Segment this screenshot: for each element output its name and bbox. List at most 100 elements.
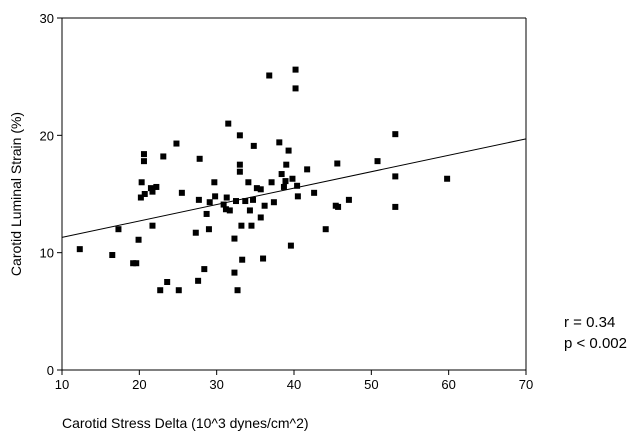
data-point (140, 151, 147, 158)
data-point (236, 161, 243, 168)
data-point (160, 153, 167, 160)
data-point (392, 173, 399, 180)
data-point (276, 139, 283, 146)
y-axis-ticks: 0 10 20 30 (40, 11, 62, 378)
data-point (138, 179, 145, 186)
data-point (334, 160, 341, 167)
data-point (257, 186, 264, 193)
data-point (211, 179, 218, 186)
data-point (246, 207, 253, 214)
data-point (292, 85, 299, 92)
data-point (147, 185, 154, 192)
data-point (444, 175, 451, 182)
data-point (374, 158, 381, 165)
data-point (234, 287, 241, 294)
data-point (257, 214, 264, 221)
data-point (250, 196, 257, 203)
data-point (294, 182, 301, 189)
data-point (196, 155, 203, 162)
regression-line (61, 138, 527, 238)
x-tick-label: 30 (209, 377, 223, 392)
correlation-r-annotation: r = 0.34 (564, 314, 615, 331)
data-point (311, 189, 318, 196)
data-point (222, 206, 229, 213)
data-point (261, 202, 268, 209)
correlation-p-annotation: p < 0.002 (564, 335, 627, 352)
data-point (289, 175, 296, 182)
data-point (245, 179, 252, 186)
data-point (266, 72, 273, 79)
data-points (76, 66, 451, 294)
data-point (268, 179, 275, 186)
data-point (250, 142, 257, 149)
data-point (392, 131, 399, 138)
data-point (206, 199, 213, 206)
y-axis-label: Carotid Luminal Strain (%) (8, 112, 24, 276)
x-tick-label: 60 (441, 377, 455, 392)
data-point (76, 246, 83, 253)
x-tick-label: 20 (132, 377, 146, 392)
data-point (140, 158, 147, 165)
data-point (220, 201, 227, 208)
x-tick-label: 70 (519, 377, 533, 392)
data-point (109, 252, 116, 259)
data-point (270, 199, 277, 206)
data-point (192, 229, 199, 236)
data-point (175, 287, 182, 294)
x-axis-label: Carotid Stress Delta (10^3 dynes/cm^2) (62, 415, 309, 431)
data-point (195, 196, 202, 203)
data-point (287, 242, 294, 249)
data-point (137, 194, 144, 201)
data-point (201, 266, 208, 273)
data-point (322, 226, 329, 233)
data-point (231, 269, 238, 276)
data-point (238, 222, 245, 229)
data-point (157, 287, 164, 294)
x-tick-label: 50 (364, 377, 378, 392)
data-point (178, 189, 185, 196)
data-point (335, 203, 342, 210)
data-point (225, 120, 232, 127)
y-tick-label: 10 (40, 246, 54, 261)
data-point (153, 183, 160, 190)
data-point (135, 236, 142, 243)
data-point (205, 226, 212, 233)
x-tick-label: 40 (287, 377, 301, 392)
data-point (253, 185, 260, 192)
data-point (115, 226, 122, 233)
data-point (233, 198, 239, 205)
data-point (280, 183, 287, 190)
data-point (345, 196, 352, 203)
data-point (239, 256, 246, 263)
data-point (242, 198, 249, 205)
data-point (149, 188, 156, 195)
y-tick-label: 0 (47, 363, 54, 378)
y-tick-label: 20 (40, 128, 54, 143)
data-point (392, 203, 399, 210)
data-point (285, 147, 292, 154)
data-point (164, 279, 171, 285)
y-tick-label: 30 (40, 11, 54, 26)
data-point (248, 222, 255, 229)
data-point (203, 210, 210, 217)
data-point (130, 260, 137, 267)
x-tick-label: 10 (55, 377, 69, 392)
data-point (149, 222, 156, 229)
data-point (226, 207, 233, 214)
data-point (292, 66, 299, 73)
data-point (294, 193, 301, 200)
x-axis-ticks: 10 20 30 40 50 60 70 (55, 370, 533, 392)
data-point (260, 255, 267, 262)
data-point (278, 171, 285, 178)
data-point (195, 277, 202, 284)
data-point (231, 235, 238, 242)
data-point (173, 140, 180, 147)
data-point (236, 132, 243, 139)
data-point (133, 260, 140, 267)
data-point (141, 191, 148, 197)
data-point (282, 178, 289, 185)
data-point (212, 193, 219, 200)
data-point (283, 161, 290, 168)
data-point (236, 168, 243, 175)
